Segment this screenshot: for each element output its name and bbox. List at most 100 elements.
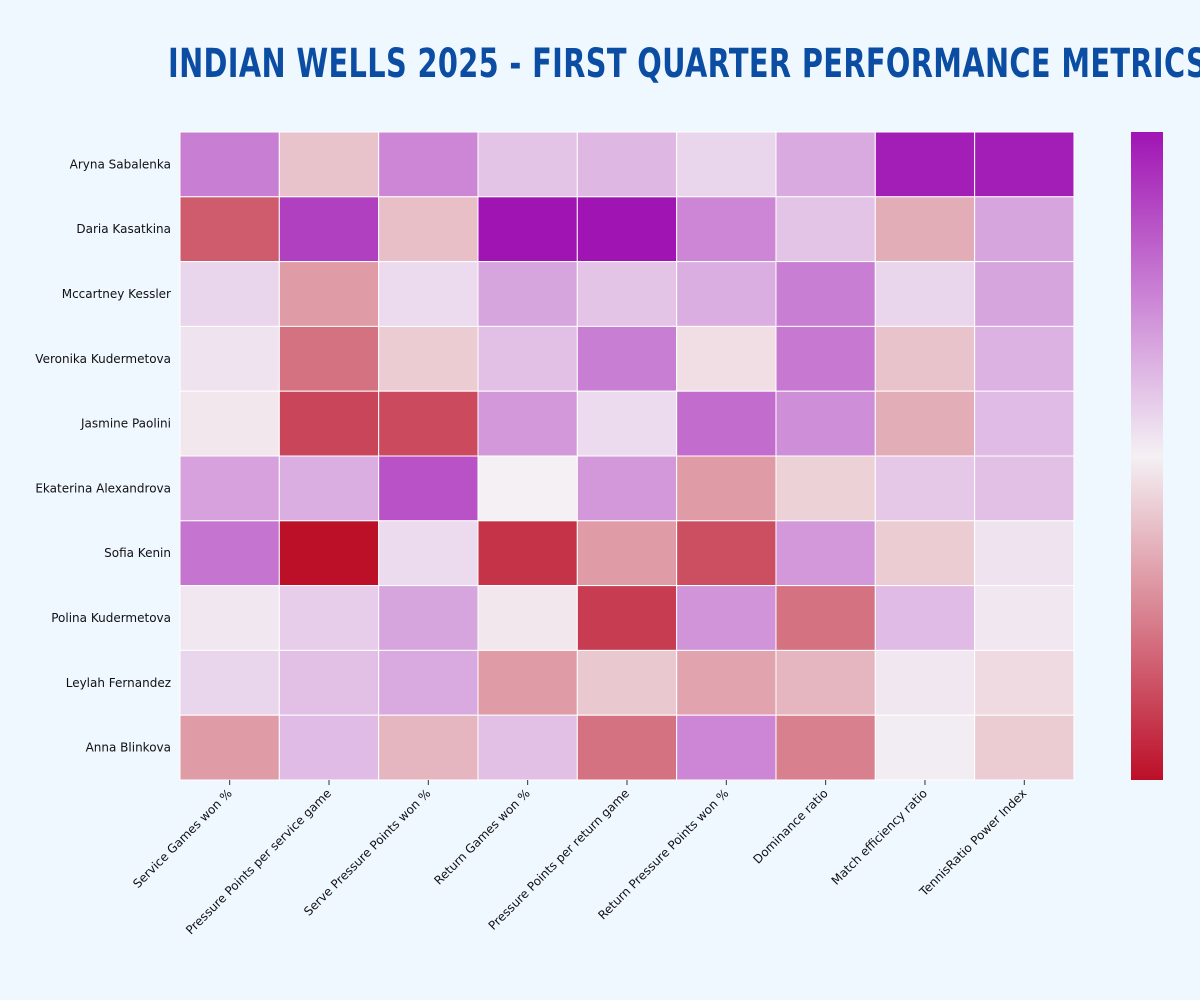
heatmap-cell (576, 131, 678, 198)
heatmap-cell (974, 649, 1075, 716)
heatmap-cell (477, 585, 578, 651)
heatmap-cell (775, 649, 876, 716)
heatmap-cell (576, 714, 678, 781)
heatmap-cell (676, 585, 777, 651)
row-label: Mccartney Kessler (62, 287, 171, 301)
heatmap-cell (974, 131, 1075, 198)
heatmap-cell (676, 390, 777, 457)
heatmap-cell (775, 714, 876, 781)
row-label: Veronika Kudermetova (35, 352, 171, 366)
row-label: Polina Kudermetova (51, 611, 171, 625)
heatmap-cell (378, 390, 479, 457)
heatmap-cell (278, 585, 380, 651)
heatmap-cell (378, 649, 479, 716)
heatmap-cell (576, 649, 678, 716)
heatmap-cell (775, 585, 876, 651)
heatmap-cell (676, 196, 777, 263)
heatmap-cell (378, 131, 479, 198)
heatmap-cells (179, 131, 1075, 781)
column-labels: Service Games won %Pressure Points per s… (130, 780, 1029, 937)
heatmap-cell (974, 325, 1075, 392)
heatmap-cell (378, 714, 479, 781)
heatmap-cell (278, 714, 380, 781)
heatmap-cell (676, 714, 777, 781)
heatmap-cell (278, 196, 380, 263)
heatmap-cell (179, 520, 280, 587)
heatmap-cell (974, 455, 1075, 522)
heatmap-cell (477, 714, 578, 781)
heatmap-cell (676, 131, 777, 198)
row-label: Leylah Fernandez (66, 676, 171, 690)
row-label: Jasmine Paolini (80, 417, 171, 431)
heatmap-cell (874, 714, 976, 781)
heatmap-cell (775, 261, 876, 327)
heatmap-cell (874, 585, 976, 651)
row-label: Sofia Kenin (104, 546, 171, 560)
heatmap-cell (179, 131, 280, 198)
row-label: Anna Blinkova (86, 741, 171, 755)
heatmap-cell (576, 455, 678, 522)
heatmap-cell (974, 520, 1075, 587)
heatmap-cell (179, 196, 280, 263)
heatmap-cell (676, 325, 777, 392)
row-label: Aryna Sabalenka (70, 157, 171, 171)
heatmap-cell (278, 261, 380, 327)
heatmap-cell (775, 131, 876, 198)
heatmap-cell (378, 261, 479, 327)
heatmap-cell (278, 649, 380, 716)
heatmap-cell (874, 325, 976, 392)
colorbar (1131, 132, 1163, 780)
heatmap-cell (378, 520, 479, 587)
heatmap-cell (874, 520, 976, 587)
row-label: Daria Kasatkina (76, 222, 171, 236)
heatmap-cell (179, 325, 280, 392)
column-label: Service Games won % (130, 786, 235, 891)
heatmap-cell (278, 455, 380, 522)
column-label: TennisRatio Power Index (916, 786, 1029, 899)
heatmap-cell (874, 455, 976, 522)
heatmap-cell (378, 325, 479, 392)
heatmap-cell (576, 325, 678, 392)
heatmap-cell (775, 520, 876, 587)
heatmap-cell (676, 649, 777, 716)
heatmap-cell (179, 585, 280, 651)
heatmap-cell (378, 585, 479, 651)
heatmap-cell (974, 390, 1075, 457)
heatmap-cell (576, 520, 678, 587)
heatmap-cell (676, 520, 777, 587)
heatmap-cell (278, 131, 380, 198)
heatmap-cell (179, 261, 280, 327)
heatmap-cell (775, 455, 876, 522)
heatmap-cell (477, 131, 578, 198)
heatmap-cell (676, 455, 777, 522)
row-label: Ekaterina Alexandrova (35, 481, 171, 495)
heatmap-cell (179, 390, 280, 457)
heatmap-cell (278, 520, 380, 587)
heatmap-cell (974, 261, 1075, 327)
heatmap-cell (477, 196, 578, 263)
heatmap-cell (477, 455, 578, 522)
heatmap-cell (378, 455, 479, 522)
column-label: Return Games won % (431, 786, 532, 887)
heatmap-cell (278, 325, 380, 392)
heatmap-cell (874, 390, 976, 457)
row-labels: Aryna Sabalenka Daria Kasatkina Mccartney … (35, 157, 171, 754)
heatmap-cell (576, 261, 678, 327)
heatmap-cell (477, 649, 578, 716)
heatmap-cell (775, 196, 876, 263)
heatmap-cell (974, 714, 1075, 781)
heatmap-cell (477, 520, 578, 587)
heatmap-cell (477, 325, 578, 392)
heatmap-cell (874, 261, 976, 327)
heatmap-cell (179, 649, 280, 716)
column-label: Dominance ratio (750, 786, 830, 866)
heatmap-cell (576, 390, 678, 457)
chart-title: INDIAN WELLS 2025 - FIRST QUARTER PERFOR… (167, 41, 1200, 87)
heatmap-cell (576, 585, 678, 651)
heatmap-cell (874, 131, 976, 198)
heatmap-cell (974, 585, 1075, 651)
heatmap-cell (179, 455, 280, 522)
heatmap-cell (179, 714, 280, 781)
